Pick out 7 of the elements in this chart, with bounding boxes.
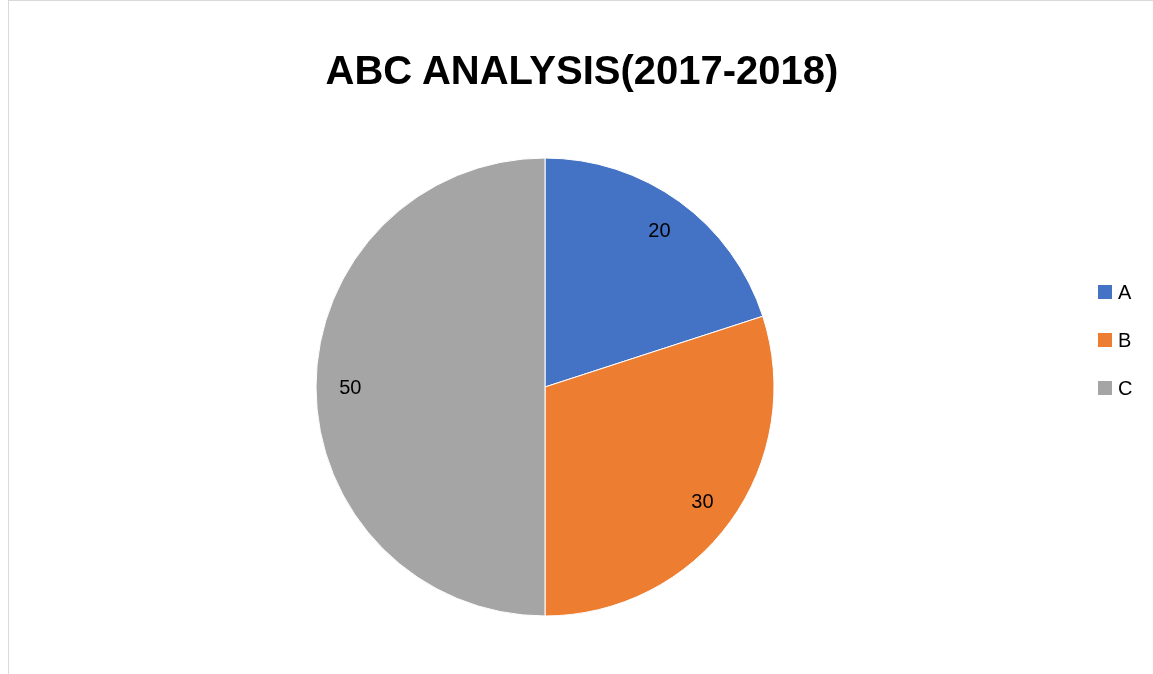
legend-label: A: [1118, 281, 1132, 303]
data-label: 50: [339, 376, 362, 398]
data-label: 30: [691, 490, 714, 513]
chart-title: ABC ANALYSIS(2017-2018): [325, 48, 839, 92]
legend-label: B: [1118, 329, 1132, 351]
legend-label: C: [1118, 377, 1133, 399]
data-label: 20: [648, 218, 671, 241]
